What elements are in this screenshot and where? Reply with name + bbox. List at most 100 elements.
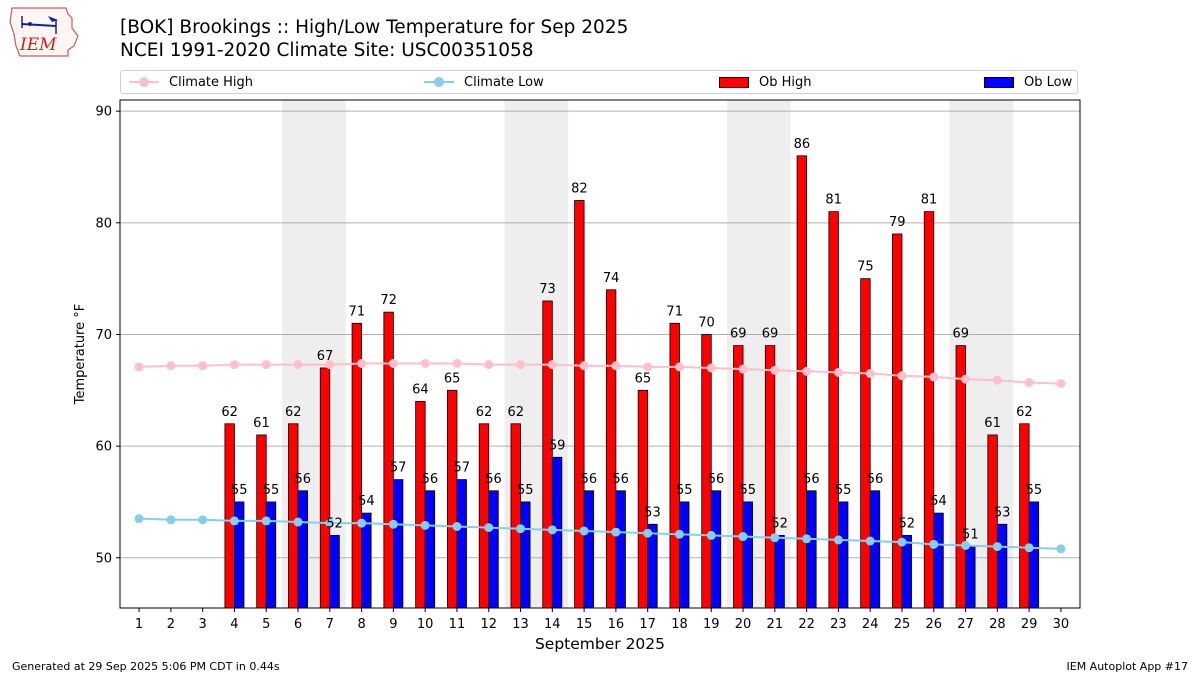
point-climate-low-30 [1056, 544, 1066, 554]
bar-ob-low-7 [329, 535, 340, 609]
point-climate-low-3 [198, 515, 208, 525]
bar-ob-low-12 [488, 490, 499, 609]
legend-climate-low-symbol [424, 71, 454, 93]
label-ob-low-6: 56 [295, 472, 312, 487]
legend-ob-low-symbol [984, 71, 1014, 93]
logo-text: IEM [19, 35, 57, 55]
generated-timestamp: Generated at 29 Sep 2025 5:06 PM CDT in … [12, 660, 280, 673]
bar-ob-high-15 [574, 200, 585, 609]
point-climate-high-4 [229, 360, 239, 370]
label-ob-low-14: 59 [549, 438, 566, 453]
bar-ob-low-9 [392, 479, 404, 609]
label-ob-low-12: 56 [485, 472, 502, 487]
bar-ob-low-24 [869, 490, 881, 609]
legend-climate-low-label: Climate Low [464, 74, 544, 90]
point-climate-high-15 [579, 361, 589, 371]
label-ob-high-28: 61 [984, 416, 1001, 431]
label-ob-high-11: 65 [444, 371, 461, 386]
label-ob-low-4: 55 [231, 483, 248, 498]
bar-ob-low-6 [297, 490, 308, 609]
label-ob-high-6: 62 [285, 405, 302, 420]
point-climate-high-29 [1024, 377, 1034, 387]
label-ob-low-17: 53 [644, 505, 661, 520]
xtick-label-7: 7 [326, 617, 334, 632]
xtick-label-12: 12 [480, 617, 497, 632]
label-ob-high-27: 69 [953, 327, 970, 342]
xtick-label-18: 18 [671, 617, 688, 632]
xtick-label-4: 4 [230, 617, 238, 632]
bar-ob-high-11 [447, 389, 458, 609]
xtick-label-6: 6 [294, 617, 302, 632]
label-ob-low-20: 55 [740, 483, 757, 498]
xtick-label-26: 26 [926, 617, 943, 632]
label-ob-low-16: 56 [612, 472, 629, 487]
point-climate-high-1 [134, 362, 144, 372]
point-climate-high-2 [166, 361, 176, 371]
label-ob-high-16: 74 [603, 271, 620, 286]
point-climate-high-12 [484, 360, 494, 370]
point-climate-low-4 [229, 516, 239, 526]
point-climate-low-9 [388, 519, 398, 529]
bar-ob-high-24 [860, 278, 871, 609]
xtick-label-2: 2 [167, 617, 175, 632]
label-ob-high-13: 62 [507, 405, 524, 420]
point-climate-high-19 [706, 363, 716, 373]
chart-legend: Climate High Climate Low Ob High Ob Low [120, 70, 1078, 94]
label-ob-low-18: 55 [676, 483, 693, 498]
point-climate-low-29 [1024, 543, 1034, 553]
label-ob-low-7: 52 [326, 516, 343, 531]
bar-ob-low-18 [679, 501, 690, 609]
bar-ob-low-23 [838, 501, 849, 609]
legend-item-ob-low: Ob Low [984, 71, 1072, 93]
bar-ob-high-12 [478, 423, 490, 609]
point-climate-low-13 [516, 524, 526, 534]
xtick-label-3: 3 [199, 617, 207, 632]
xtick-label-17: 17 [639, 617, 656, 632]
chart-subtitle: NCEI 1991-2020 Climate Site: USC00351058 [120, 40, 534, 61]
bar-ob-high-4 [224, 423, 235, 609]
point-climate-low-18 [674, 529, 684, 539]
bar-ob-high-17 [637, 389, 649, 609]
bar-ob-low-16 [615, 490, 626, 609]
label-ob-low-27: 51 [962, 528, 979, 543]
label-ob-high-26: 81 [921, 193, 938, 208]
label-ob-low-22: 56 [803, 472, 820, 487]
xtick-label-21: 21 [767, 617, 784, 632]
xtick-label-10: 10 [417, 617, 434, 632]
label-ob-high-25: 79 [889, 215, 906, 230]
point-climate-high-8 [357, 358, 367, 368]
xtick-label-30: 30 [1053, 617, 1070, 632]
bar-ob-high-7 [319, 367, 331, 609]
bar-ob-high-20 [733, 345, 744, 609]
point-climate-high-18 [674, 362, 684, 372]
ytick-label-90: 90 [95, 105, 112, 120]
legend-climate-high-symbol [129, 71, 159, 93]
label-ob-high-12: 62 [476, 405, 493, 420]
point-climate-low-10 [420, 520, 430, 530]
xtick-label-11: 11 [449, 617, 466, 632]
point-climate-high-20 [738, 364, 748, 374]
legend-climate-high-label: Climate High [169, 74, 254, 90]
bar-ob-low-15 [583, 490, 595, 609]
legend-item-ob-high: Ob High [719, 71, 812, 93]
label-ob-low-8: 54 [358, 494, 375, 509]
label-ob-low-24: 56 [867, 472, 884, 487]
label-ob-low-10: 56 [422, 472, 439, 487]
ytick-label-60: 60 [95, 440, 112, 455]
point-climate-low-22 [802, 534, 812, 544]
bar-ob-high-29 [1019, 423, 1030, 609]
point-climate-high-25 [897, 371, 907, 381]
line-climate-low [139, 517, 1061, 550]
legend-item-climate-low: Climate Low [424, 71, 544, 93]
point-climate-low-16 [611, 527, 621, 537]
bar-ob-low-13 [520, 501, 531, 609]
xtick-label-8: 8 [357, 617, 365, 632]
xtick-label-23: 23 [830, 617, 847, 632]
label-ob-high-15: 82 [571, 181, 588, 196]
point-climate-high-11 [452, 358, 462, 368]
point-climate-high-23 [833, 367, 843, 377]
x-axis-label: September 2025 [535, 635, 665, 653]
bar-ob-high-21 [764, 345, 776, 609]
point-climate-low-1 [134, 514, 144, 524]
